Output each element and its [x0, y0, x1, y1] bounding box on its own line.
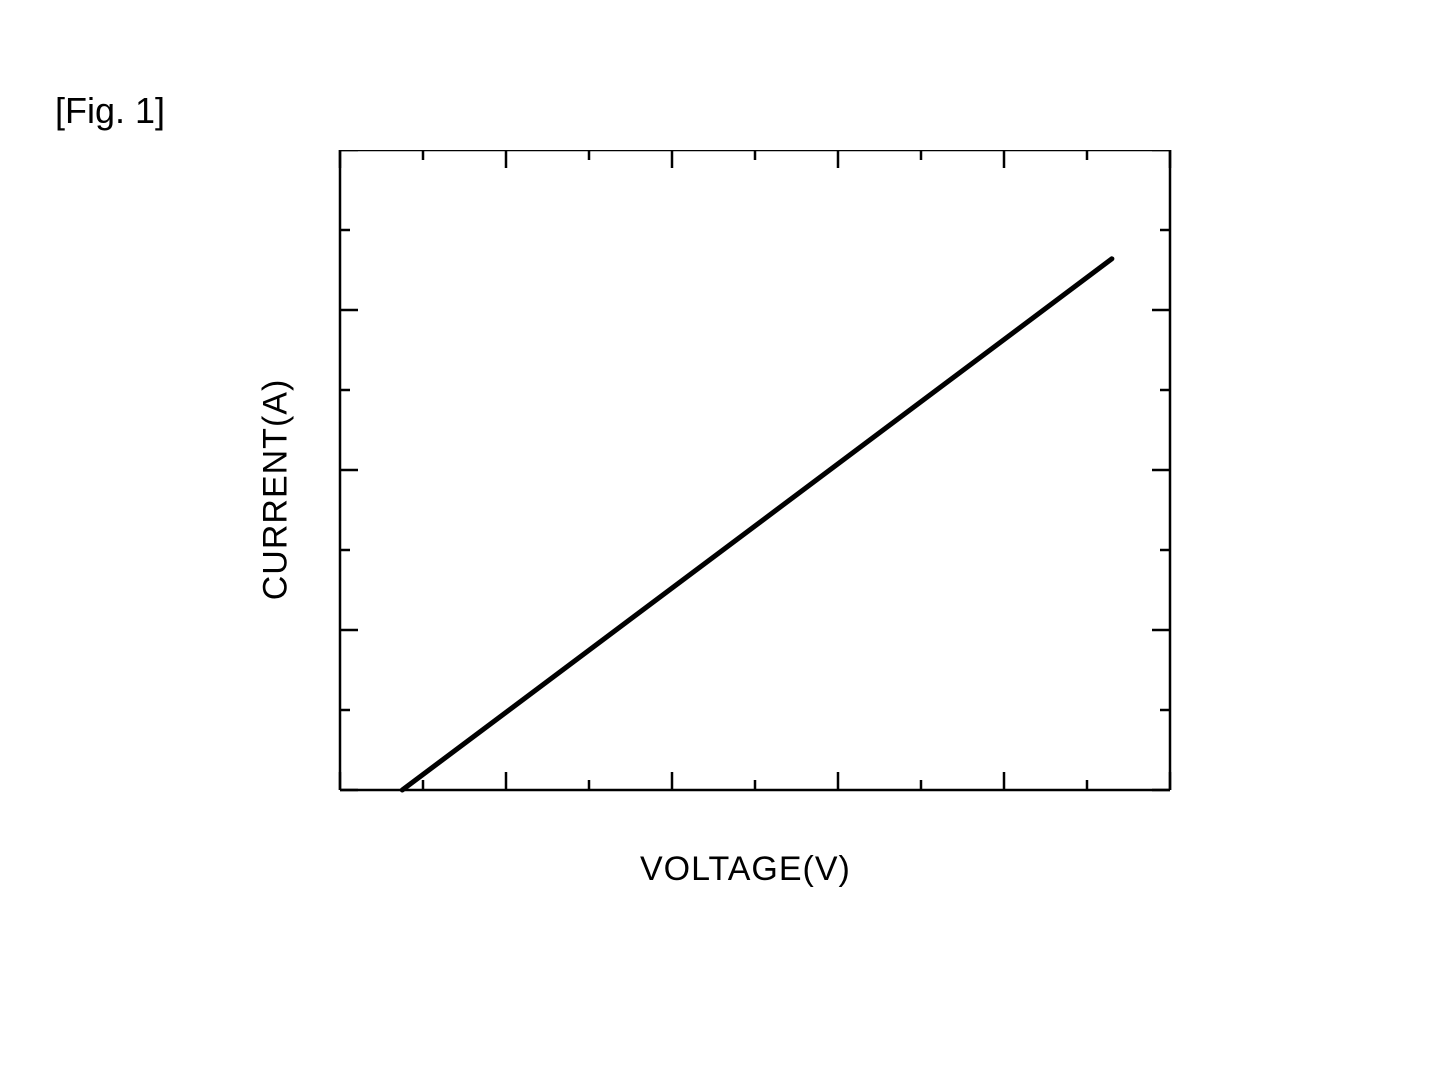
chart-svg: [240, 150, 1240, 830]
figure-label: [Fig. 1]: [55, 90, 165, 132]
y-axis-label: CURRENT(A): [256, 379, 295, 601]
x-axis-label: VOLTAGE(V): [640, 850, 851, 889]
iv-chart: CURRENT(A) VOLTAGE(V): [240, 150, 1240, 835]
